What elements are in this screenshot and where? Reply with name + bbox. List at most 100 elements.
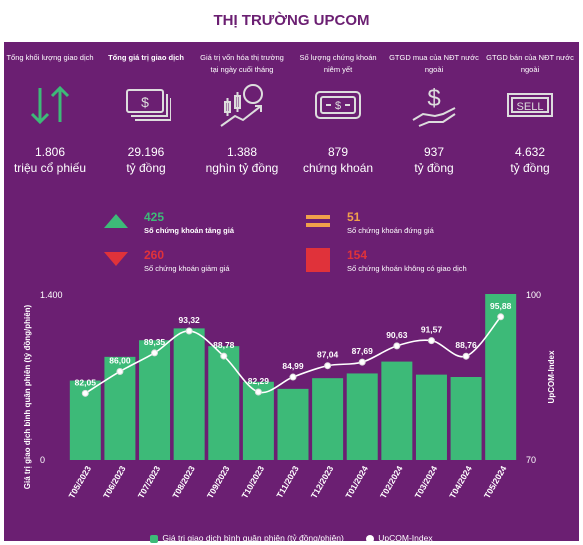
- equals-icon: [306, 215, 330, 227]
- index-point: [393, 342, 401, 350]
- stat-unit: tỷ đồng: [126, 161, 166, 175]
- up-triangle-icon: [104, 214, 128, 228]
- x-tick-label: T05/2024: [482, 464, 509, 500]
- legend-swatch-line: [366, 534, 375, 543]
- stat-label: Giá trị vốn hóa thị trường tại ngày cuối…: [200, 53, 284, 74]
- stat-value: 1.388: [226, 145, 258, 159]
- stat-unit: tỷ đồng: [510, 161, 550, 175]
- stat-label: GTGD bán của NĐT nước ngoài: [486, 53, 574, 74]
- svg-text:$: $: [141, 94, 149, 110]
- hand-dollar-icon: $: [412, 85, 456, 127]
- chart-legend: Giá trị giao dịch bình quân phiên (tỷ đồ…: [4, 532, 579, 543]
- bar: [312, 378, 344, 460]
- x-tick-label: T08/2023: [170, 464, 197, 500]
- stat-label: Tổng khối lượng giao dịch: [6, 53, 94, 62]
- index-point: [81, 389, 89, 397]
- bar: [415, 374, 447, 460]
- y2-tick-label: 70: [526, 455, 536, 465]
- certificate-icon: $: [315, 91, 361, 119]
- index-data-label: 95,88: [490, 301, 512, 311]
- count-decliners: 260 Số chứng khoán giảm giá: [144, 248, 230, 273]
- index-point: [185, 327, 193, 335]
- count-value: 425: [144, 210, 165, 224]
- stat-value: 4.632: [514, 145, 546, 159]
- legend-item-bar: Giá trị giao dịch bình quân phiên (tỷ đồ…: [150, 533, 344, 543]
- index-point: [497, 313, 505, 321]
- banknotes-icon: $: [126, 89, 171, 121]
- stat-value: 1.806: [34, 145, 66, 159]
- count-value: 260: [144, 248, 165, 262]
- index-point: [151, 349, 159, 357]
- index-data-label: 86,00: [109, 355, 131, 365]
- bar: [381, 361, 413, 460]
- legend-item-line: UpCOM-Index: [366, 532, 433, 543]
- index-data-label: 82,05: [75, 377, 97, 387]
- bar: [485, 294, 517, 460]
- count-value: 51: [347, 210, 361, 224]
- stat-value: 937: [423, 145, 445, 159]
- x-tick-label: T11/2023: [274, 464, 301, 500]
- y-axis-title: Giá trị giao dịch bình quân phiên (tỷ đồ…: [23, 304, 32, 489]
- stat-value-block: 29.196 tỷ đồng: [100, 144, 192, 176]
- stat-value-block: 4.632 tỷ đồng: [484, 144, 576, 176]
- stat-label: GTGD mua của NĐT nước ngoài: [389, 53, 479, 74]
- page-title: THỊ TRƯỜNG UPCOM: [213, 12, 370, 29]
- index-data-label: 87,69: [352, 346, 374, 356]
- index-point: [324, 362, 332, 370]
- index-data-label: 87,04: [317, 350, 339, 360]
- stat-value: 879: [327, 145, 349, 159]
- stat-value-block: 1.806 triệu cổ phiếu: [4, 144, 96, 176]
- y2-tick-label: 100: [526, 290, 541, 300]
- count-no-trade: 154 Số chứng khoán không có giao dịch: [347, 248, 467, 273]
- svg-text:$: $: [427, 85, 440, 112]
- y-tick-label: 0: [40, 455, 45, 465]
- x-tick-label: T10/2023: [239, 464, 266, 500]
- y2-axis-title: UpCOM-Index: [547, 350, 556, 403]
- count-unchanged: 51 Số chứng khoán đứng giá: [347, 210, 434, 235]
- index-point: [116, 367, 124, 375]
- x-tick-label: T07/2023: [136, 464, 163, 500]
- x-tick-label: T09/2023: [205, 464, 232, 500]
- x-tick-label: T06/2023: [101, 464, 128, 500]
- stat-unit: tỷ đồng: [414, 161, 454, 175]
- candlestick-growth-icon: [220, 84, 263, 127]
- svg-text:SELL: SELL: [517, 101, 544, 113]
- count-value: 154: [347, 248, 368, 262]
- combo-chart: 1.400 0 100 70 Giá trị giao dịch bình quân p…: [23, 290, 556, 500]
- stat-value: 29.196: [127, 145, 165, 159]
- index-data-label: 88,76: [455, 340, 477, 350]
- index-point: [289, 373, 297, 381]
- svg-text:$: $: [335, 100, 341, 112]
- stat-value-block: 1.388 nghìn tỷ đồng: [196, 144, 288, 176]
- x-tick-label: T02/2024: [378, 464, 405, 500]
- stat-value-block: 937 tỷ đồng: [388, 144, 480, 176]
- legend-swatch-bar: [150, 534, 159, 543]
- bar: [450, 377, 482, 460]
- legend-label: UpCOM-Index: [378, 532, 433, 543]
- stat-unit: chứng khoán: [302, 161, 374, 175]
- x-tick-label: T04/2024: [447, 464, 474, 500]
- index-point: [358, 358, 366, 366]
- x-tick-label: T12/2023: [309, 464, 336, 500]
- down-triangle-icon: [104, 252, 128, 266]
- index-data-label: 90,63: [386, 330, 408, 340]
- bar: [173, 328, 205, 460]
- count-desc: Số chứng khoán tăng giá: [144, 226, 235, 235]
- y-tick-label: 1.400: [40, 290, 63, 300]
- bar: [277, 388, 309, 460]
- x-tick-label: T05/2023: [66, 464, 93, 500]
- x-tick-label: T03/2024: [413, 464, 440, 500]
- up-down-arrows-icon: [30, 85, 70, 125]
- stat-value-block: 879 chứng khoán: [292, 144, 384, 176]
- index-point: [254, 388, 262, 396]
- stat-unit: nghìn tỷ đồng: [205, 161, 279, 175]
- x-tick-label: T01/2024: [343, 464, 370, 500]
- bar: [139, 340, 171, 460]
- count-desc: Số chứng khoán giảm giá: [144, 264, 230, 273]
- index-data-label: 89,35: [144, 337, 166, 347]
- stat-label: Tổng giá trị giao dịch: [108, 53, 184, 62]
- count-advancers: 425 Số chứng khoán tăng giá: [144, 210, 234, 235]
- index-data-label: 93,32: [179, 315, 201, 325]
- index-point: [427, 337, 435, 345]
- infographic-panel: Tổng khối lượng giao dịch 1.806 triệu cổ…: [4, 42, 579, 543]
